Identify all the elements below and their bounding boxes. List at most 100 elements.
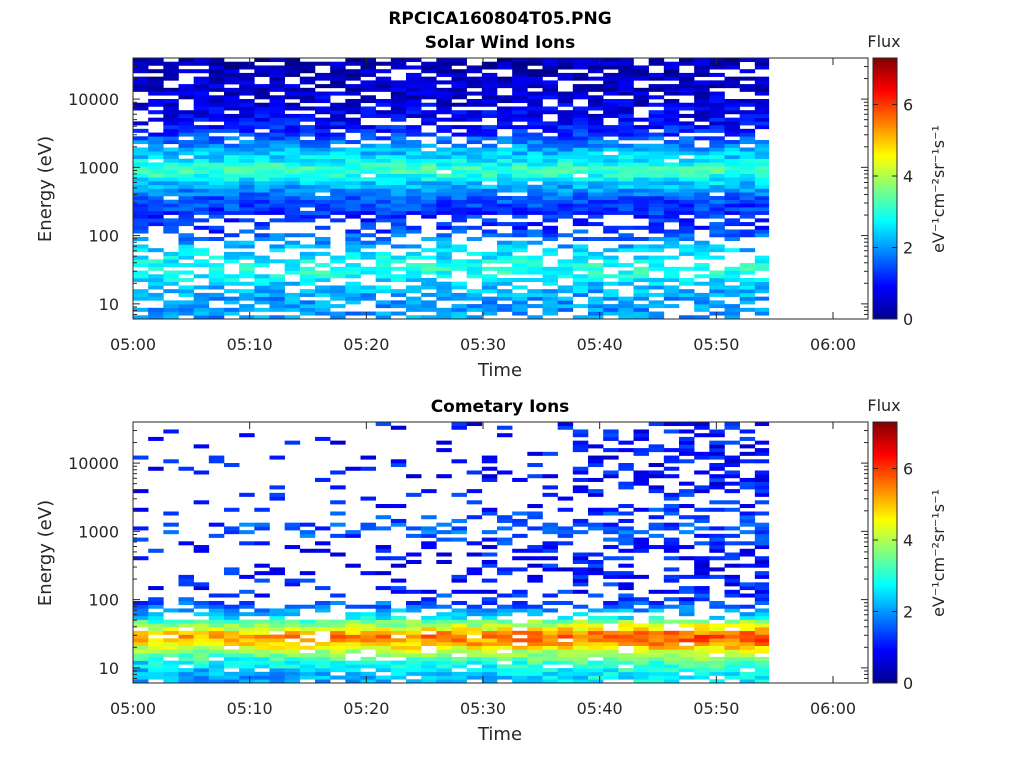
spectrogram-cell (481, 578, 498, 583)
spectrogram-cell (466, 117, 483, 122)
spectrogram-cell (633, 436, 649, 441)
spectrogram-cell (269, 188, 285, 193)
spectrogram-cell (254, 679, 270, 684)
spectrogram-cell (466, 195, 483, 200)
spectrogram-cell (133, 507, 149, 512)
spectrogram-cell (512, 184, 528, 189)
spectrogram-cell (178, 147, 194, 152)
spectrogram-cell (193, 192, 210, 197)
spectrogram-cell (451, 645, 467, 650)
spectrogram-cell (284, 641, 301, 647)
spectrogram-cell (193, 195, 210, 200)
spectrogram-cell (360, 99, 376, 104)
spectrogram-cell (618, 87, 634, 92)
spectrogram-cell (375, 210, 392, 215)
spectrogram-cell (148, 140, 164, 145)
spectrogram-cell (375, 102, 392, 107)
spectrogram-cell (360, 251, 376, 256)
spectrogram-cell (390, 459, 407, 464)
spectrogram-cell (163, 274, 179, 279)
spectrogram-cell (557, 166, 574, 171)
spectrogram-cell (497, 136, 513, 141)
spectrogram-cell (436, 244, 452, 249)
spectrogram-cell (754, 285, 770, 290)
spectrogram-cell (572, 567, 589, 572)
spectrogram-cell (739, 117, 756, 122)
spectrogram-cell (269, 72, 285, 77)
spectrogram-cell (163, 203, 179, 208)
spectrogram-cell (739, 154, 756, 159)
spectrogram-cell (618, 173, 634, 178)
spectrogram-cell (375, 158, 392, 163)
spectrogram-cell (663, 61, 680, 66)
spectrogram-cell (330, 154, 346, 159)
spectrogram-cell (648, 615, 665, 620)
spectrogram-cell (754, 87, 770, 92)
spectrogram-cell (436, 102, 452, 107)
spectrogram-cell (648, 448, 665, 453)
spectrogram-cell (724, 106, 740, 111)
spectrogram-cell (163, 99, 179, 104)
spectrogram-cell (754, 177, 770, 182)
spectrogram-cell (603, 91, 619, 96)
spectrogram-cell (603, 177, 619, 182)
spectrogram-cell (663, 597, 680, 602)
spectrogram-cell (375, 289, 392, 294)
spectrogram-cell (618, 630, 634, 635)
spectrogram-cell (269, 671, 285, 676)
spectrogram-cell (208, 627, 225, 632)
spectrogram-cell (284, 61, 301, 66)
spectrogram-cell (588, 274, 604, 279)
x-tick-label: 05:20 (343, 699, 389, 718)
spectrogram-cell (527, 143, 543, 148)
spectrogram-cell (390, 255, 407, 260)
spectrogram-cell (436, 192, 452, 197)
spectrogram-cell (694, 61, 710, 66)
spectrogram-cell (466, 199, 483, 204)
spectrogram-cell (284, 140, 301, 145)
spectrogram-cell (648, 158, 665, 163)
spectrogram-cell (739, 76, 756, 81)
spectrogram-cell (133, 274, 149, 279)
spectrogram-cell (557, 274, 574, 279)
spectrogram-cell (633, 668, 649, 673)
spectrogram-cell (406, 474, 422, 479)
spectrogram-cell (754, 526, 770, 531)
spectrogram-cell (618, 504, 634, 509)
spectrogram-cell (163, 117, 179, 122)
spectrogram-cell (542, 645, 558, 650)
spectrogram-cell (224, 567, 240, 572)
spectrogram-cell (603, 537, 619, 542)
spectrogram-cell (588, 121, 604, 126)
spectrogram-cell (406, 128, 422, 133)
spectrogram-cell (754, 593, 770, 598)
spectrogram-cell (648, 192, 665, 197)
spectrogram-cell (284, 270, 301, 275)
spectrogram-cell (572, 95, 589, 100)
spectrogram-cell (345, 236, 361, 241)
spectrogram-cell (663, 173, 680, 178)
spectrogram-cell (133, 289, 149, 294)
spectrogram-cell (709, 65, 725, 70)
spectrogram-cell (133, 600, 149, 605)
spectrogram-cell (224, 612, 240, 617)
axis-ticks: 05:00 05:10 05:20 05:30 05:40 05:50 06:0010100… (68, 421, 868, 718)
spectrogram-cell (663, 125, 680, 130)
spectrogram-cell (436, 251, 452, 256)
spectrogram-cell (284, 132, 301, 137)
spectrogram-cell (451, 95, 467, 100)
spectrogram-cell (739, 429, 756, 434)
spectrogram-cell (694, 567, 710, 572)
spectrogram-cell (739, 177, 756, 182)
spectrogram-cell (299, 645, 316, 650)
spectrogram-cell (451, 80, 467, 85)
spectrogram-cell (527, 199, 543, 204)
spectrogram-cell (133, 162, 149, 167)
spectrogram-cell (754, 679, 770, 684)
spectrogram-cell (724, 653, 740, 658)
spectrogram-cell (163, 668, 179, 673)
spectrogram-cell (436, 222, 452, 227)
colorbar (872, 421, 898, 684)
spectrogram-cell (512, 65, 528, 70)
spectrogram-cell (663, 548, 680, 553)
